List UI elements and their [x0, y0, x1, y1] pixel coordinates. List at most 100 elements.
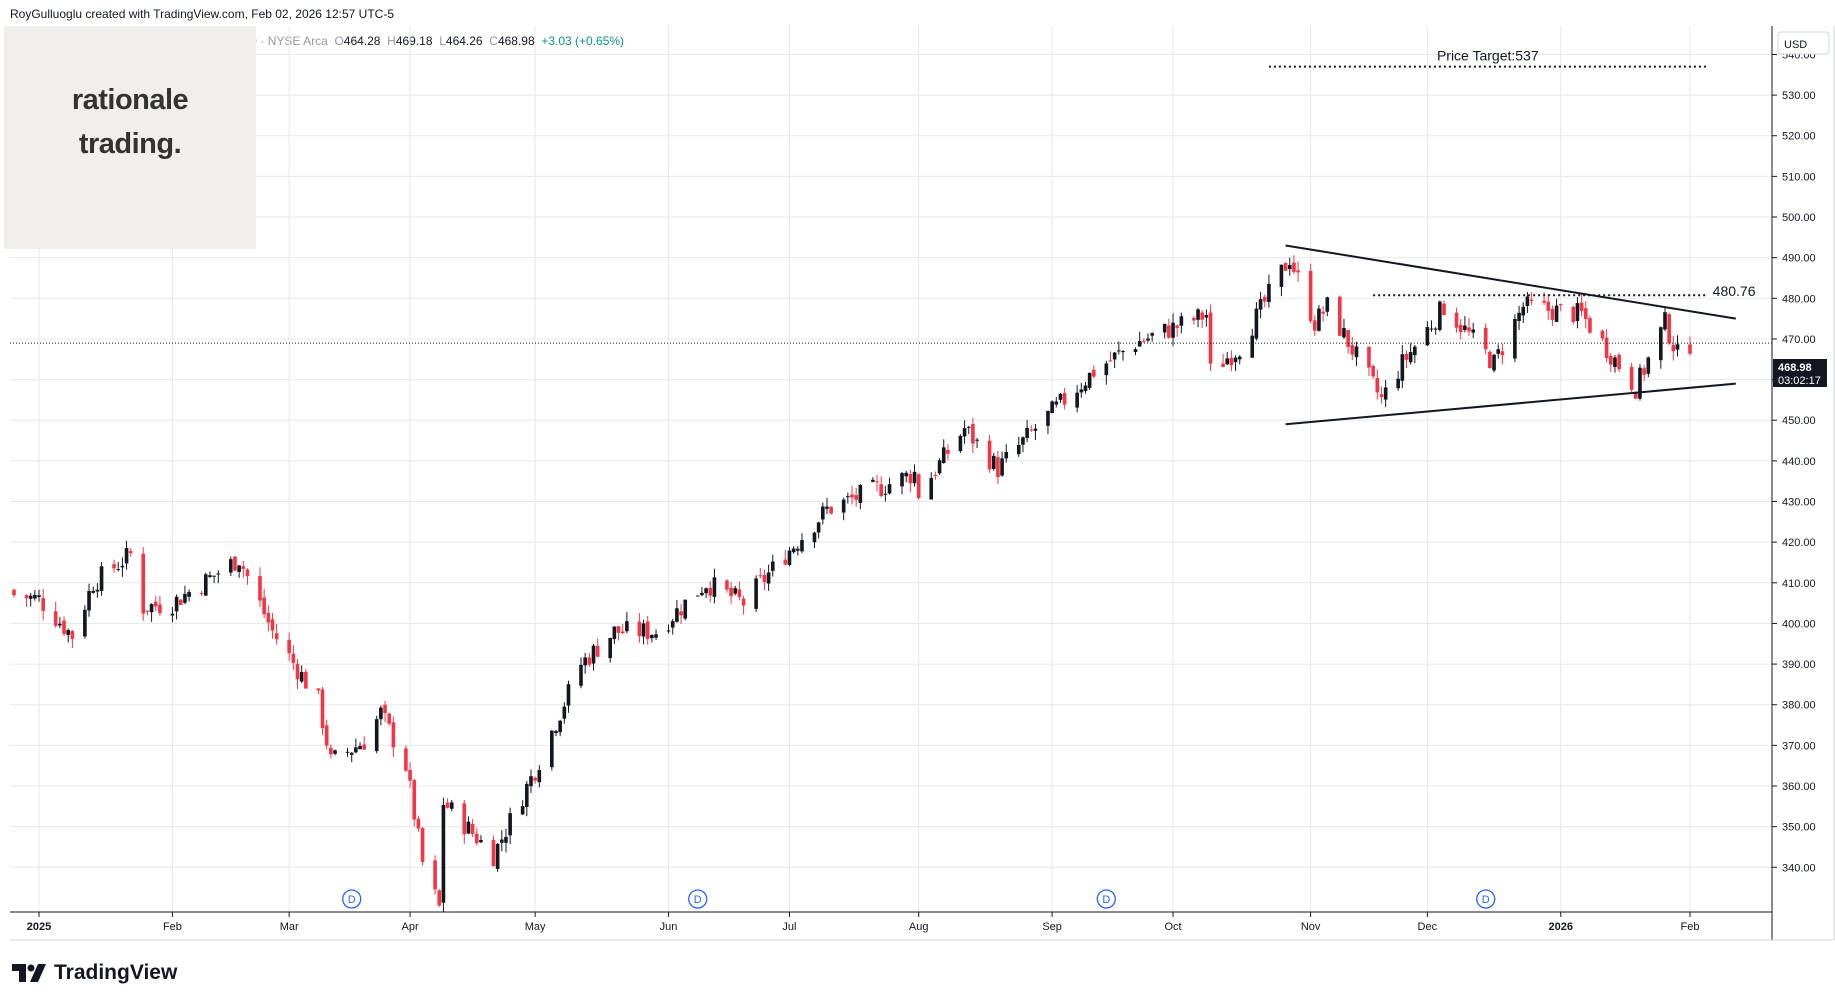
candle-body	[558, 720, 562, 733]
candle-body	[1600, 330, 1605, 339]
currency-label: USD	[1784, 39, 1807, 51]
dividend-marker-icon[interactable]	[342, 889, 362, 909]
candle-body	[1050, 401, 1054, 414]
time-tick-label: Jul	[782, 921, 796, 933]
candle-body	[595, 645, 600, 657]
last-price-countdown: 03:02:17	[1778, 375, 1821, 387]
candle-body	[529, 776, 533, 787]
candle-body	[1208, 312, 1213, 364]
candle-body	[345, 751, 350, 753]
last-price-value: 468.98	[1778, 362, 1812, 374]
price-target-label[interactable]: Price Target:537	[1437, 48, 1539, 64]
resistance-label[interactable]: 480.76	[1713, 283, 1756, 299]
candle-body	[203, 574, 208, 596]
candle-body	[99, 566, 104, 591]
candle-body	[153, 601, 158, 607]
candle-body	[1350, 344, 1355, 355]
candle-body	[1004, 451, 1009, 459]
candle-body	[258, 576, 262, 601]
candle-body	[358, 745, 362, 750]
candle-body	[149, 604, 154, 613]
candle-body	[1254, 308, 1259, 339]
low-value: 464.26	[445, 34, 483, 48]
candle-body	[795, 548, 800, 551]
candle-body	[391, 722, 396, 748]
time-tick-label: 2026	[1549, 921, 1573, 933]
candle-body	[758, 575, 763, 577]
candle-body	[1312, 320, 1317, 331]
candle-body	[237, 565, 241, 572]
watermark-line-2: trading.	[78, 128, 182, 160]
price-tick-label: 350.00	[1782, 822, 1816, 834]
tradingview-footer[interactable]: TradingView	[12, 958, 177, 988]
candle-body	[958, 435, 963, 452]
candle-body	[825, 506, 829, 509]
candle-body	[1638, 367, 1642, 399]
candle-body	[854, 495, 858, 500]
time-axis-ticks: 2025 Feb Mar Apr May Jun Jul Aug Sep Oct Nov Dec 202…	[27, 912, 1699, 933]
candle-body	[1496, 349, 1501, 354]
candle-body	[695, 595, 700, 597]
price-axis-ticks: 340.00 350.00 360.00 370.00 380.00 390.00 400.…	[1772, 49, 1816, 874]
candle-body	[208, 575, 212, 577]
candle-body	[791, 548, 796, 553]
candle-body	[1058, 393, 1063, 400]
triangle-lower-trendline[interactable]	[1285, 382, 1736, 426]
candle-body	[1150, 333, 1154, 336]
candle-body	[641, 623, 646, 637]
price-tick-label: 470.00	[1782, 334, 1816, 346]
candle-body	[675, 608, 679, 622]
candle-body	[1162, 323, 1167, 333]
time-tick-label: Sep	[1042, 921, 1062, 933]
currency-button[interactable]: USD	[1777, 31, 1830, 55]
candle-body	[1688, 344, 1692, 354]
candle-body	[787, 550, 792, 565]
candle-body	[537, 770, 542, 783]
candle-body	[316, 688, 321, 691]
candle-body	[24, 595, 29, 599]
candle-body	[1167, 325, 1171, 338]
candle-body	[416, 818, 421, 829]
candle-body	[1292, 262, 1296, 272]
candle-body	[212, 575, 216, 577]
triangle-upper-trendline[interactable]	[1285, 244, 1737, 320]
candle-body	[1225, 358, 1230, 365]
candle-body	[1021, 437, 1025, 445]
candle-body	[587, 657, 592, 665]
candle-body	[583, 657, 587, 666]
candle-body	[1671, 344, 1676, 352]
candle-body	[1517, 312, 1521, 322]
candle-body	[1287, 265, 1292, 270]
candle-body	[374, 719, 379, 752]
candle-body	[533, 777, 537, 781]
candle-body	[441, 804, 446, 903]
dividend-marker-icon[interactable]	[688, 889, 708, 909]
dividend-marker-icon[interactable]	[1096, 889, 1116, 909]
candle-body	[566, 684, 571, 706]
high-label: H	[387, 34, 396, 48]
candle-body	[1375, 377, 1380, 393]
candle-body	[725, 580, 729, 590]
candle-body	[291, 653, 296, 663]
candle-body	[1121, 351, 1125, 353]
candle-body	[1667, 314, 1671, 344]
candle-body	[1608, 355, 1613, 365]
dividend-marker-icon[interactable]	[1476, 889, 1496, 909]
candle-body	[1221, 363, 1225, 368]
candle-body	[1175, 325, 1180, 328]
candle-body	[404, 748, 408, 771]
time-tick-label: Apr	[402, 921, 419, 933]
candle-body	[679, 611, 683, 616]
time-tick-label: 2025	[27, 921, 51, 933]
open-label: O	[334, 34, 344, 48]
candle-body	[1200, 312, 1205, 320]
candle-body	[233, 556, 237, 571]
candle-body	[1442, 303, 1446, 315]
candle-body	[158, 604, 162, 614]
candle-body	[1016, 444, 1021, 455]
candle-body	[1083, 385, 1088, 392]
candle-body	[1629, 366, 1634, 390]
candle-body	[871, 479, 875, 482]
price-tick-label: 340.00	[1782, 862, 1816, 874]
